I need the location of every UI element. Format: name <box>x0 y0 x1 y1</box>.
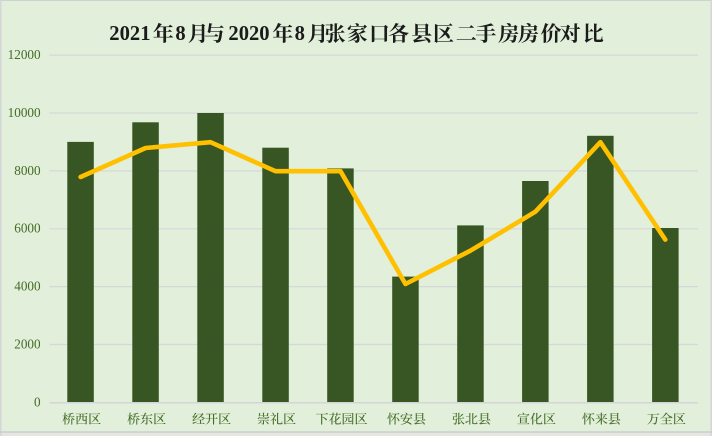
svg-text:4000: 4000 <box>14 279 41 294</box>
svg-text:8: 8 <box>175 23 185 45</box>
svg-text:6000: 6000 <box>14 221 41 236</box>
svg-text:12000: 12000 <box>8 47 41 62</box>
svg-text:0: 0 <box>34 394 41 409</box>
svg-text:2000: 2000 <box>14 336 41 351</box>
svg-text:2021: 2021 <box>109 23 150 45</box>
svg-text:10000: 10000 <box>8 105 41 120</box>
svg-text:8000: 8000 <box>14 163 41 178</box>
svg-text:8: 8 <box>295 23 305 45</box>
svg-text:2020: 2020 <box>228 23 269 45</box>
